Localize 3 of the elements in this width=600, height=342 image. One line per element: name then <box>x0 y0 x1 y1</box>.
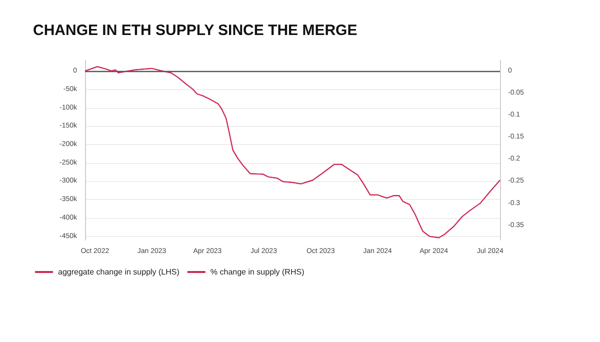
legend-label: % change in supply (RHS) <box>210 268 305 276</box>
chart-title: CHANGE IN ETH SUPPLY SINCE THE MERGE <box>33 22 358 39</box>
legend-label: aggregate change in supply (LHS) <box>58 268 180 276</box>
